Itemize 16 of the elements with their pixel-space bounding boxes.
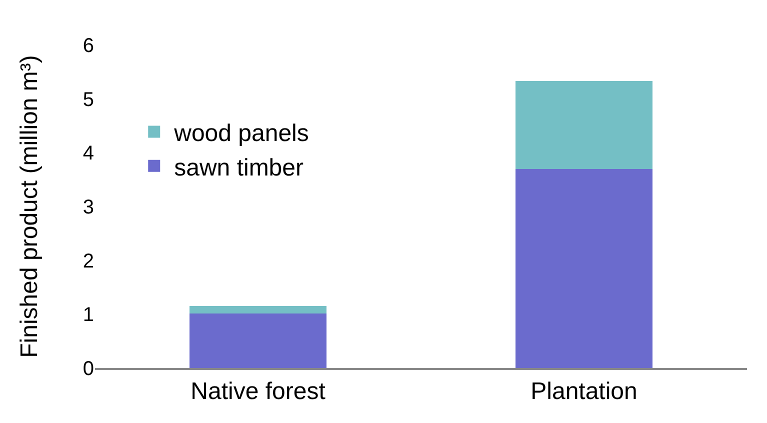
y-tick-label: 2 [82,250,94,272]
y-axis-title: Finished product (million m³) [16,55,43,358]
y-tick-label: 3 [82,196,94,218]
legend-label: wood panels [173,120,309,148]
y-tick-label: 4 [82,142,94,165]
bar [190,306,326,314]
bar [516,168,652,368]
y-tick-label: 5 [82,88,94,111]
y-tick-label: 1 [82,304,94,326]
x-tick-label: Plantation [530,378,638,405]
y-tick-label: 6 [82,35,94,57]
y-tick-label: 0 [82,358,94,380]
bar [190,314,326,368]
bar [516,81,652,169]
x-tick-label: Native forest [190,378,326,405]
legend-label: sawn timber [174,154,304,182]
